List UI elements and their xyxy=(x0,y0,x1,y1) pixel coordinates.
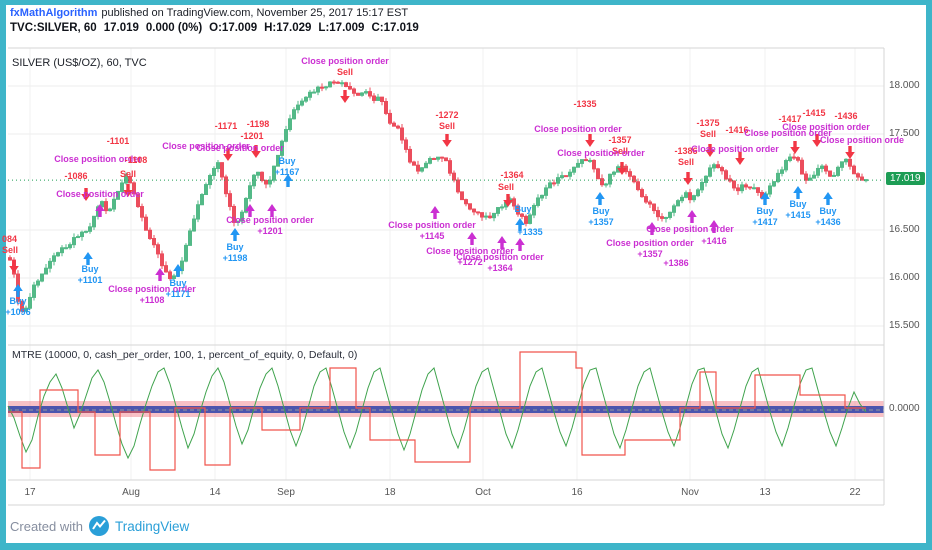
buy-up-arrow-icon xyxy=(83,252,93,265)
close-up-arrow-icon xyxy=(687,210,697,223)
sell-down-arrow-icon xyxy=(735,152,745,165)
sell-down-arrow-icon xyxy=(251,145,261,158)
close-value: C:17.019 xyxy=(371,22,419,34)
price-tick-label: 16.500 xyxy=(889,224,920,235)
last-price-text: 17.019 xyxy=(103,22,139,34)
sell-down-arrow-icon xyxy=(812,134,822,147)
buy-up-arrow-icon xyxy=(760,192,770,205)
time-tick-label: Nov xyxy=(681,487,699,498)
buy-up-arrow-icon xyxy=(595,192,605,205)
high-value: H:17.029 xyxy=(264,22,312,34)
close-up-arrow-icon xyxy=(515,238,525,251)
time-tick-label: 18 xyxy=(384,487,396,498)
time-tick-label: 17 xyxy=(24,487,36,498)
sell-down-arrow-icon xyxy=(9,260,19,273)
indicator-label: MTRE (10000, 0, cash_per_order, 100, 1, … xyxy=(12,349,358,361)
buy-up-arrow-icon xyxy=(793,186,803,199)
price-axis[interactable]: 18.000 17.500 16.500 16.000 15.500 xyxy=(885,48,932,506)
buy-up-arrow-icon xyxy=(515,218,525,231)
sell-down-arrow-icon xyxy=(503,194,513,207)
sell-down-arrow-icon xyxy=(683,172,693,185)
symbol-info-bar: TVC:SILVER, 60 17.019 0.000 (0%) O:17.009 H:… xyxy=(10,22,426,34)
close-up-arrow-icon xyxy=(155,268,165,281)
sell-down-arrow-icon xyxy=(442,134,452,147)
price-tick-label: 18.000 xyxy=(889,80,920,91)
buy-up-arrow-icon xyxy=(230,228,240,241)
author-link[interactable]: fxMathAlgorithm xyxy=(10,7,98,19)
sell-down-arrow-icon xyxy=(845,146,855,159)
tradingview-logo-icon xyxy=(88,516,109,536)
close-up-arrow-icon xyxy=(709,220,719,233)
indicator-zero-label: 0.0000 xyxy=(889,403,920,414)
close-up-arrow-icon xyxy=(267,204,277,217)
symbol-label: TVC:SILVER, 60 xyxy=(10,22,97,34)
published-text: published on TradingView.com, November 2… xyxy=(101,7,409,19)
close-up-arrow-icon xyxy=(245,204,255,217)
buy-up-arrow-icon xyxy=(13,284,23,297)
price-tick-label: 15.500 xyxy=(889,320,920,331)
sell-down-arrow-icon xyxy=(340,90,350,103)
sell-down-arrow-icon xyxy=(81,188,91,201)
last-price-badge: 17.019 xyxy=(886,172,925,186)
time-tick-label: Sep xyxy=(277,487,295,498)
chart-title: SILVER (US$/OZ), 60, TVC xyxy=(12,57,147,69)
time-axis[interactable]: 17 Aug 14 Sep 18 Oct 16 Nov 13 22 xyxy=(0,487,884,505)
time-tick-label: Oct xyxy=(475,487,491,498)
sell-down-arrow-icon xyxy=(123,184,133,197)
sell-down-arrow-icon xyxy=(585,134,595,147)
sell-down-arrow-icon xyxy=(705,144,715,157)
created-with-text: Created with xyxy=(10,518,83,534)
close-up-arrow-icon xyxy=(647,222,657,235)
buy-up-arrow-icon xyxy=(283,174,293,187)
time-tick-label: 14 xyxy=(209,487,221,498)
close-up-arrow-icon xyxy=(430,206,440,219)
sell-down-arrow-icon xyxy=(223,148,233,161)
price-tick-label: 17.500 xyxy=(889,128,920,139)
close-up-arrow-icon xyxy=(467,232,477,245)
header-publish-line: fxMathAlgorithm published on TradingView.… xyxy=(10,7,408,19)
buy-up-arrow-icon xyxy=(823,192,833,205)
sell-down-arrow-icon xyxy=(790,141,800,154)
time-tick-label: 16 xyxy=(571,487,583,498)
frame-top xyxy=(0,0,932,5)
time-tick-label: 22 xyxy=(849,487,861,498)
change-text: 0.000 (0%) xyxy=(145,22,203,34)
open-value: O:17.009 xyxy=(209,22,258,34)
frame-left xyxy=(0,0,6,550)
tradingview-link[interactable]: TradingView xyxy=(114,518,190,534)
sell-down-arrow-icon xyxy=(617,162,627,175)
close-up-arrow-icon xyxy=(497,236,507,249)
time-tick-label: 13 xyxy=(759,487,771,498)
frame-bottom xyxy=(0,543,932,550)
time-tick-label: Aug xyxy=(122,487,140,498)
close-up-arrow-icon xyxy=(95,204,105,217)
price-tick-label: 16.000 xyxy=(889,272,920,283)
footer: Created with TradingView xyxy=(10,516,189,536)
frame-right xyxy=(926,0,932,550)
low-value: L:17.009 xyxy=(318,22,365,34)
buy-up-arrow-icon xyxy=(173,264,183,277)
